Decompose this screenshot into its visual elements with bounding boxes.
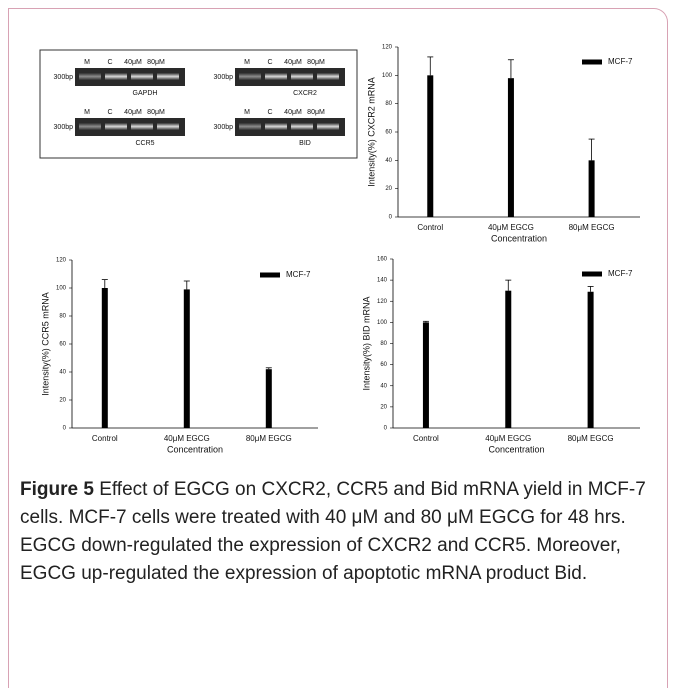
x-tick-label: 80μM EGCG <box>568 434 614 443</box>
gel-band <box>157 123 179 130</box>
y-tick-label: 80 <box>385 101 392 107</box>
legend-swatch <box>582 272 602 277</box>
bar <box>102 288 108 428</box>
caption-label: Figure 5 <box>20 479 94 500</box>
y-tick-label: 80 <box>380 341 387 347</box>
marker-label: 300bp <box>214 74 234 81</box>
gel-band <box>291 123 313 130</box>
y-tick-label: 40 <box>385 158 392 164</box>
y-axis-label: Intensity(%) CXCR2 mRNA <box>366 77 376 187</box>
gel-band <box>239 123 261 130</box>
x-tick-label: 40μM EGCG <box>485 434 531 443</box>
bar <box>266 369 272 428</box>
x-tick-label: 40μM EGCG <box>488 223 534 232</box>
lane-label: 80μM <box>307 59 325 66</box>
y-tick-label: 100 <box>377 320 388 326</box>
x-tick-label: Control <box>413 434 439 443</box>
gel-band <box>79 73 101 80</box>
y-axis-label: Intensity(%) CCR5 mRNA <box>40 292 50 396</box>
x-axis-label: Concentration <box>491 233 547 243</box>
bar <box>588 292 594 428</box>
y-tick-label: 120 <box>56 258 67 264</box>
lane-label: M <box>84 109 90 116</box>
y-tick-label: 40 <box>59 370 66 376</box>
y-tick-label: 160 <box>377 257 388 263</box>
y-tick-label: 20 <box>385 186 392 192</box>
x-tick-label: Control <box>417 223 443 232</box>
lane-label: M <box>244 59 250 66</box>
y-tick-label: 60 <box>380 362 387 368</box>
y-tick-label: 40 <box>380 383 387 389</box>
bar <box>505 291 511 428</box>
y-tick-label: 100 <box>382 73 393 79</box>
bar <box>508 78 514 217</box>
gel-band <box>239 73 261 80</box>
y-tick-label: 20 <box>380 404 387 410</box>
page: M C 40μM 80μM 300bp GAPDH M C 40μM 80μM 300bp CXCR2… <box>0 0 681 678</box>
legend-label: MCF-7 <box>608 269 633 278</box>
gel-band <box>317 123 339 130</box>
lane-label: 80μM <box>307 109 325 116</box>
y-tick-label: 80 <box>59 314 66 320</box>
y-tick-label: 0 <box>63 426 67 432</box>
y-tick-label: 60 <box>385 130 392 136</box>
y-tick-label: 60 <box>59 342 66 348</box>
caption-text: Effect of EGCG on CXCR2, CCR5 and Bid mR… <box>20 479 646 584</box>
gene-label: GAPDH <box>133 90 158 97</box>
lane-label: 40μM <box>124 109 142 116</box>
lane-label: 40μM <box>124 59 142 66</box>
gene-label: CCR5 <box>135 140 154 147</box>
lane-label: 80μM <box>147 109 165 116</box>
gel-band <box>265 73 287 80</box>
x-tick-label: Control <box>92 434 118 443</box>
legend-label: MCF-7 <box>286 270 311 279</box>
marker-label: 300bp <box>54 74 74 81</box>
legend-swatch <box>582 60 602 65</box>
lane-label: C <box>107 109 112 116</box>
lane-label: 80μM <box>147 59 165 66</box>
marker-label: 300bp <box>54 124 74 131</box>
bar <box>184 289 190 428</box>
figure: M C 40μM 80μM 300bp GAPDH M C 40μM 80μM 300bp CXCR2… <box>0 0 681 470</box>
y-tick-label: 120 <box>377 299 388 305</box>
lane-label: C <box>107 59 112 66</box>
caption: Figure 5 Effect of EGCG on CXCR2, CCR5 a… <box>20 476 670 588</box>
y-tick-label: 120 <box>382 45 393 51</box>
lane-label: C <box>267 59 272 66</box>
y-tick-label: 20 <box>59 398 66 404</box>
lane-label: M <box>244 109 250 116</box>
x-tick-label: 80μM EGCG <box>246 434 292 443</box>
bar <box>427 75 433 217</box>
gene-label: CXCR2 <box>293 90 317 97</box>
y-tick-label: 0 <box>384 426 388 432</box>
marker-label: 300bp <box>214 124 234 131</box>
lane-label: 40μM <box>284 59 302 66</box>
gel-band <box>157 73 179 80</box>
y-tick-label: 100 <box>56 286 67 292</box>
x-tick-label: 40μM EGCG <box>164 434 210 443</box>
gel-band <box>291 73 313 80</box>
lane-label: M <box>84 59 90 66</box>
x-tick-label: 80μM EGCG <box>569 223 615 232</box>
x-axis-label: Concentration <box>488 444 544 454</box>
gel-band <box>105 123 127 130</box>
legend-swatch <box>260 273 280 278</box>
gel-band <box>79 123 101 130</box>
gene-label: BID <box>299 140 311 147</box>
bar <box>589 160 595 217</box>
lane-label: C <box>267 109 272 116</box>
y-axis-label: Intensity(%) BID mRNA <box>361 296 371 390</box>
gel-band <box>131 123 153 130</box>
y-tick-label: 0 <box>389 215 393 221</box>
gel-band <box>317 73 339 80</box>
legend-label: MCF-7 <box>608 57 633 66</box>
bar <box>423 322 429 428</box>
lane-label: 40μM <box>284 109 302 116</box>
gel-band <box>265 123 287 130</box>
x-axis-label: Concentration <box>167 444 223 454</box>
y-tick-label: 140 <box>377 278 388 284</box>
gel-band <box>105 73 127 80</box>
gel-band <box>131 73 153 80</box>
